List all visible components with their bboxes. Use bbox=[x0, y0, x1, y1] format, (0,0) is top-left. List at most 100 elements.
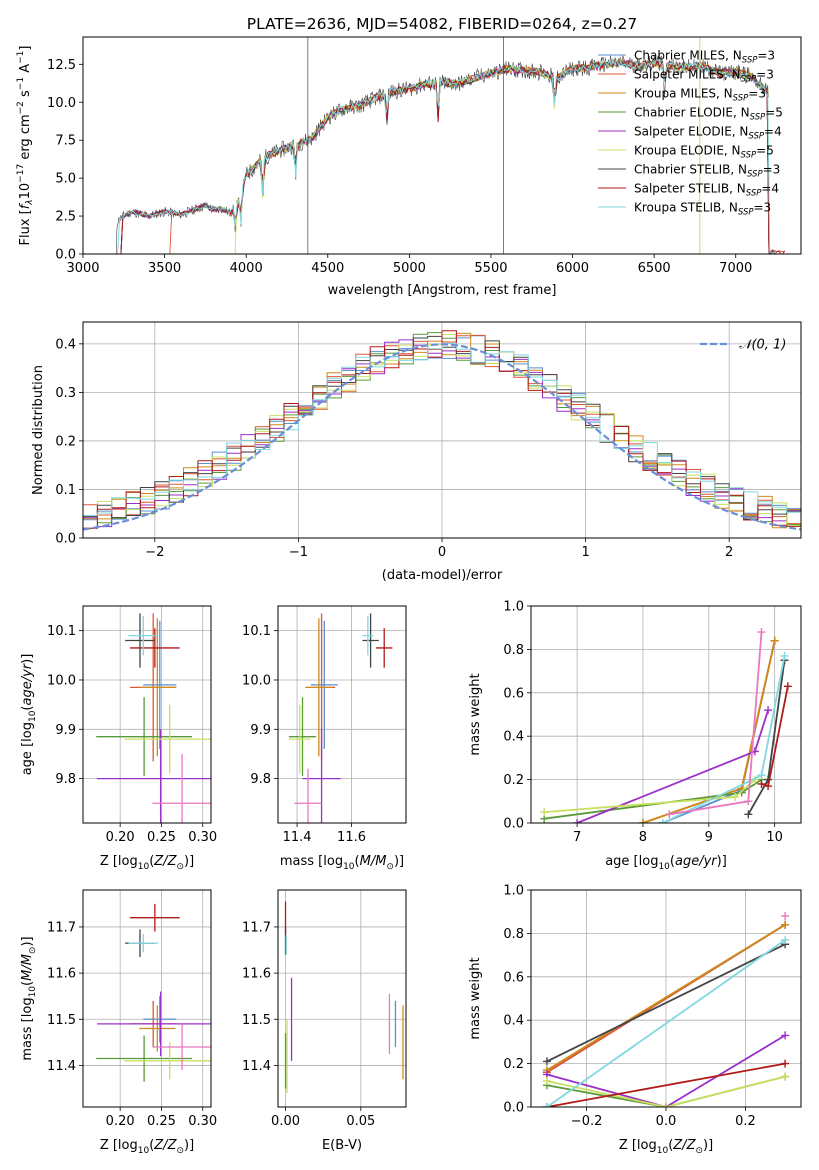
plot-area bbox=[542, 912, 790, 1107]
x-axis-label: E(B-V) bbox=[322, 1138, 362, 1153]
x-tick-label: 4500 bbox=[311, 261, 344, 276]
legend-label: Salpeter ELODIE, NSSP=4 bbox=[634, 125, 782, 142]
y-tick-label: 7.5 bbox=[55, 134, 76, 149]
x-tick-label: 0.25 bbox=[147, 1114, 176, 1129]
y-axis-label: age [log10(age/yr)] bbox=[20, 654, 38, 776]
x-axis-label: Z [log10(Z/Z⊙)] bbox=[619, 1138, 713, 1156]
y-tick-label: 9.8 bbox=[55, 772, 76, 787]
axes-frame bbox=[277, 889, 407, 1108]
x-tick-label: 0.2 bbox=[735, 1114, 756, 1129]
y-tick-label: 2.5 bbox=[55, 210, 76, 225]
mass-weight-marker bbox=[744, 797, 753, 806]
y-tick-label: 0.8 bbox=[503, 643, 524, 658]
y-tick-label: 10.1 bbox=[47, 624, 76, 639]
y-tick-label: 0.0 bbox=[55, 532, 76, 547]
x-tick-label: 0.30 bbox=[188, 1114, 217, 1129]
axes-frame bbox=[277, 605, 407, 824]
mass-weight-marker bbox=[781, 1072, 790, 1081]
y-tick-label: 0.3 bbox=[55, 386, 76, 401]
y-tick-label: 10.1 bbox=[242, 624, 271, 639]
plot-area bbox=[96, 903, 211, 1082]
x-axis-label: wavelength [Angstrom, rest frame] bbox=[328, 283, 557, 298]
x-tick-label: 6500 bbox=[638, 261, 671, 276]
y-tick-label: 0.0 bbox=[55, 248, 76, 263]
normal-distribution-curve bbox=[83, 343, 801, 531]
mass-weight-line bbox=[546, 1075, 786, 1107]
x-axis-label: (data-model)/error bbox=[382, 568, 503, 583]
y-tick-label: 10.0 bbox=[242, 673, 271, 688]
plot-area bbox=[96, 613, 211, 823]
y-tick-label: 11.5 bbox=[242, 1013, 271, 1028]
x-tick-label: 4000 bbox=[230, 261, 263, 276]
x-axis-label: age [log10(age/yr)] bbox=[605, 854, 727, 872]
x-tick-label: 2 bbox=[725, 545, 733, 560]
y-tick-label: 0.4 bbox=[55, 337, 76, 352]
mass-weight-marker bbox=[662, 1103, 670, 1107]
x-tick-label: 0.00 bbox=[271, 1114, 300, 1129]
mass-weight-marker bbox=[781, 1031, 790, 1040]
x-axis-label: Z [log10(Z/Z⊙)] bbox=[100, 1138, 194, 1156]
mass-weight-line bbox=[546, 1034, 786, 1107]
mass-weight-marker bbox=[658, 819, 667, 823]
x-tick-label: 5500 bbox=[474, 261, 507, 276]
y-tick-label: 11.4 bbox=[47, 1059, 76, 1074]
axes-frame bbox=[82, 605, 212, 824]
spectrum-panel: 3000 3500 4000 4500 5000 5500 6000 6500 7000 0.0 2… bbox=[16, 36, 802, 298]
model-spectrum-line bbox=[115, 58, 776, 254]
mass-weight-marker bbox=[573, 819, 582, 823]
x-tick-label: 11.6 bbox=[337, 830, 366, 845]
mass-weight-marker bbox=[780, 651, 789, 660]
residual-histogram bbox=[83, 335, 801, 521]
y-tick-label: 10.0 bbox=[47, 96, 76, 111]
y-tick-label: 0.2 bbox=[503, 773, 524, 788]
mass-weight-vs-metallicity-panel: −0.2 0.0 0.2 0.0 0.2 0.4 0.6 0.8 1.0 Z [log10(Z/Z… bbox=[468, 884, 802, 1156]
plot-area bbox=[284, 901, 404, 1094]
mass-weight-line bbox=[546, 943, 786, 1063]
y-tick-label: 0.2 bbox=[503, 1057, 524, 1072]
plot-area bbox=[115, 37, 786, 254]
mass-weight-marker bbox=[781, 912, 790, 921]
mass-weight-vs-age-panel: 7 8 9 10 0.0 0.2 0.4 0.6 0.8 1.0 age [log10(age/yr… bbox=[468, 600, 802, 872]
y-tick-label: 0.6 bbox=[503, 686, 524, 701]
age-vs-metallicity-panel: 0.20 0.25 0.30 9.8 9.9 10.0 10.1 Z [log10(Z/Z⊙)… bbox=[20, 605, 217, 872]
y-tick-label: 9.9 bbox=[55, 723, 76, 738]
legend-label: Chabrier ELODIE, NSSP=5 bbox=[634, 106, 783, 123]
y-tick-label: 11.7 bbox=[47, 920, 76, 935]
residuals-panel: −2 −1 0 1 2 0.0 0.1 0.2 0.3 0.4 𝒩(0, 1) (data-model… bbox=[31, 321, 802, 583]
mass-weight-marker bbox=[540, 808, 549, 817]
x-tick-label: 5000 bbox=[393, 261, 426, 276]
y-tick-label: 5.0 bbox=[55, 172, 76, 187]
y-tick-label: 0.2 bbox=[55, 434, 76, 449]
legend-label: Chabrier STELIB, NSSP=3 bbox=[634, 163, 780, 180]
plot-area bbox=[540, 628, 792, 823]
y-tick-label: 0.6 bbox=[503, 970, 524, 985]
y-tick-label: 0.4 bbox=[503, 730, 524, 745]
x-tick-label: 7000 bbox=[719, 261, 752, 276]
mass-weight-marker bbox=[781, 1059, 790, 1068]
legend-label: Kroupa STELIB, NSSP=3 bbox=[634, 201, 771, 218]
x-tick-label: 0 bbox=[438, 545, 446, 560]
y-tick-label: 11.5 bbox=[47, 1013, 76, 1028]
y-tick-label: 11.7 bbox=[242, 920, 271, 935]
plot-area bbox=[288, 613, 393, 823]
x-tick-label: 7 bbox=[573, 830, 581, 845]
mass-weight-marker bbox=[764, 706, 773, 715]
x-tick-label: −2 bbox=[145, 545, 164, 560]
legend-label: Salpeter MILES, NSSP=3 bbox=[634, 68, 774, 85]
plot-area bbox=[83, 330, 801, 531]
y-tick-label: 11.4 bbox=[242, 1059, 271, 1074]
legend-label: Chabrier MILES, NSSP=3 bbox=[634, 49, 775, 66]
legend-label: 𝒩(0, 1) bbox=[739, 338, 786, 353]
mass-weight-marker bbox=[783, 682, 792, 691]
y-tick-label: 0.0 bbox=[503, 1101, 524, 1116]
y-tick-label: 0.1 bbox=[55, 483, 76, 498]
x-tick-label: 11.4 bbox=[283, 830, 312, 845]
x-tick-label: 3500 bbox=[148, 261, 181, 276]
mass-weight-marker bbox=[781, 920, 790, 929]
x-tick-label: −0.2 bbox=[571, 1114, 603, 1129]
mass-weight-marker bbox=[757, 628, 766, 637]
y-tick-label: 12.5 bbox=[47, 58, 76, 73]
mass-weight-line bbox=[546, 923, 786, 1071]
mass-weight-line bbox=[576, 709, 769, 823]
